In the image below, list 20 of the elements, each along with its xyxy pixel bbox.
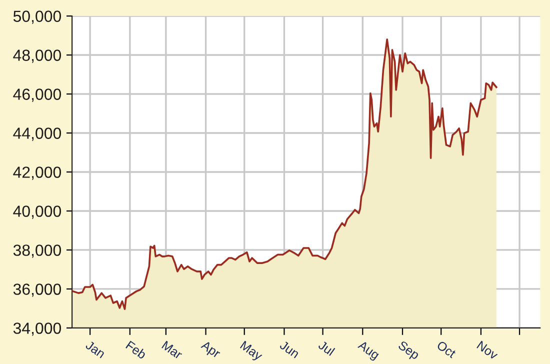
y-tick-label: 38,000 bbox=[13, 244, 62, 258]
y-tick-label: 48,000 bbox=[13, 50, 62, 63]
x-tick-label: Jan bbox=[84, 340, 106, 358]
x-tick-label: Sep bbox=[396, 340, 420, 362]
x-tick-label: Mar bbox=[161, 340, 184, 360]
x-tick-label: Apr bbox=[199, 340, 222, 360]
y-tick-label: 42,000 bbox=[13, 166, 62, 180]
x-tick-label: Aug bbox=[356, 340, 380, 362]
x-tick-label: Feb bbox=[125, 340, 148, 360]
y-tick-label: 44,000 bbox=[13, 128, 62, 141]
x-tick-label: Oct bbox=[436, 340, 457, 358]
x-tick-label: Nov bbox=[476, 340, 499, 360]
y-tick-label: 40,000 bbox=[13, 206, 62, 219]
x-tick-label: May bbox=[238, 340, 264, 363]
y-tick-label: 34,000 bbox=[13, 322, 62, 336]
x-tick-label: Jul bbox=[318, 340, 336, 356]
y-tick-label: 36,000 bbox=[13, 284, 62, 297]
x-tick-label: Jun bbox=[279, 340, 300, 358]
y-tick-label: 46,000 bbox=[13, 88, 62, 102]
y-tick-label: 50,000 bbox=[13, 10, 62, 24]
